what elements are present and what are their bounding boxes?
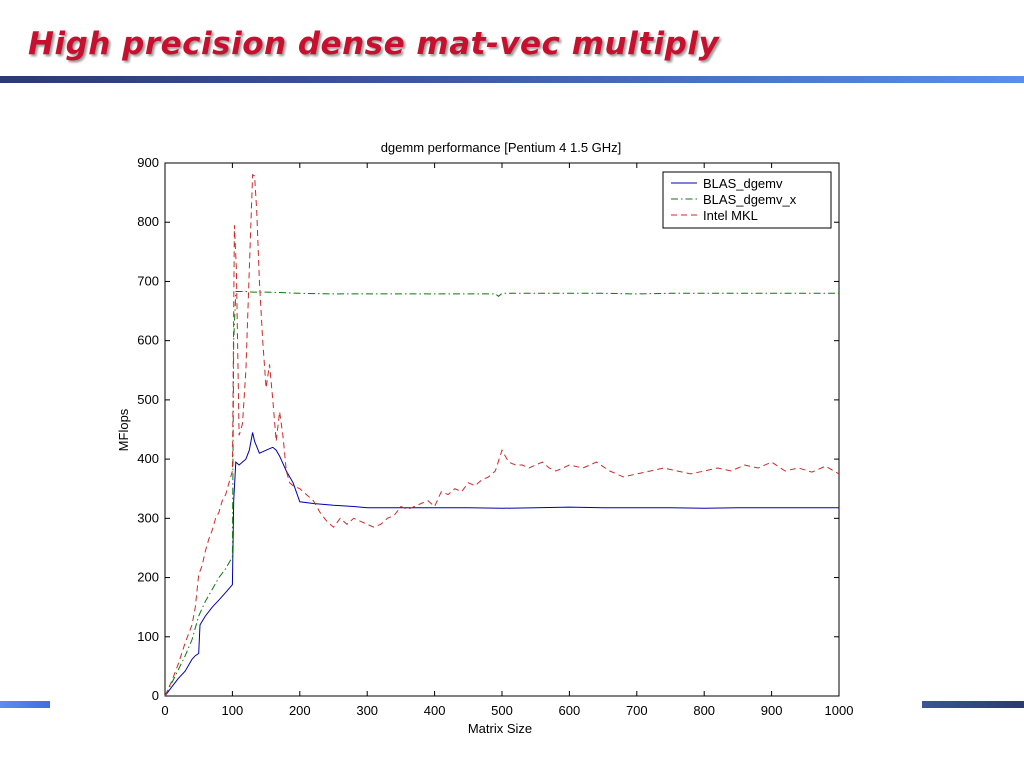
x-tick-label: 500 [491,703,513,718]
legend-label-3: Intel MKL [703,208,758,223]
x-tick-label: 200 [289,703,311,718]
series-lines [164,173,840,697]
x-tick-label: 800 [693,703,715,718]
x-tick-label: 700 [626,703,648,718]
x-axis: 0 100 200 300 400 500 600 700 800 900 1000 [161,163,853,718]
plot-area [164,162,840,697]
y-tick-label: 700 [137,273,159,288]
y-tick-label: 600 [137,333,159,348]
x-tick-label: 900 [761,703,783,718]
x-tick-label: 600 [559,703,581,718]
y-axis-label: MFlops [116,408,131,451]
series-line-1 [164,432,839,697]
x-axis-label: Matrix Size [468,721,532,736]
y-tick-label: 100 [137,629,159,644]
footer-bar-right [922,701,1024,708]
legend-box [662,171,832,229]
y-axis: 0 100 200 300 400 500 600 700 800 900 [137,155,839,703]
x-tick-label: 0 [161,703,168,718]
y-tick-label: 900 [137,155,159,170]
title-rule [0,76,1024,83]
x-tick-label: 1000 [825,703,854,718]
y-tick-label: 300 [137,510,159,525]
legend-label-1: BLAS_dgemv [703,176,783,191]
y-tick-label: 0 [152,688,159,703]
y-tick-label: 500 [137,392,159,407]
legend-label-2: BLAS_dgemv_x [703,192,797,207]
series-line-3 [164,173,840,697]
series-line-2 [164,291,839,697]
x-tick-label: 300 [356,703,378,718]
y-tick-label: 400 [137,451,159,466]
footer-bar-left [0,701,50,708]
x-tick-label: 100 [222,703,244,718]
y-tick-label: 200 [137,570,159,585]
x-tick-label: 400 [424,703,446,718]
chart-title: dgemm performance [Pentium 4 1.5 GHz] [381,140,622,155]
y-tick-label: 800 [137,214,159,229]
slide-title: High precision dense mat-vec multiply [28,26,720,62]
